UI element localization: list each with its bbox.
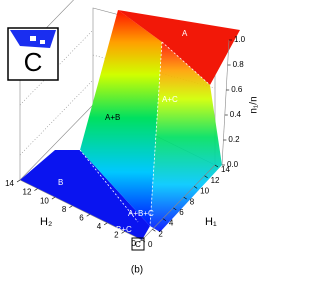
slope-right: [150, 42, 222, 232]
y-tick: [69, 205, 73, 208]
y-tick-label: 6: [79, 213, 84, 222]
y-tick: [34, 188, 38, 191]
region-label: A: [182, 29, 188, 38]
y-tick-label: 10: [40, 196, 49, 205]
x-tick: [214, 164, 219, 168]
x-tick: [204, 175, 208, 178]
region-label: C: [135, 240, 141, 249]
x-tick-label: 10: [200, 187, 209, 196]
z-axis-label: n₁/n: [249, 96, 260, 113]
y-tick-label: 2: [114, 231, 119, 240]
x-tick: [193, 186, 198, 189]
z-tick-label: 1.0: [234, 35, 246, 44]
y-axis-label: H₂: [40, 216, 52, 228]
x-tick: [162, 218, 167, 221]
ridge: [149, 41, 163, 227]
y-tick-label: 12: [23, 188, 32, 197]
inset-label: C: [24, 47, 43, 77]
x-tick-label: 6: [179, 208, 184, 217]
z-tick-label: 0.8: [233, 60, 245, 69]
chart: A A+C A+B B A+B+C B+C C C H₂ H₁ n₁/n (b)…: [5, 0, 260, 276]
x-tick: [183, 196, 187, 200]
y-tick: [103, 222, 108, 226]
ridge: [161, 41, 211, 86]
surface: [20, 10, 240, 240]
x-axis-label: H₁: [205, 216, 217, 228]
x-tick-label: 2: [158, 229, 163, 238]
z-tick-label: 0.2: [228, 135, 240, 144]
caption: (b): [131, 265, 143, 276]
floor: [20, 150, 150, 240]
y-tick: [138, 239, 143, 243]
y-tick-label: 8: [62, 205, 67, 214]
z-tick-label: 0.0: [227, 160, 239, 169]
axes: [19, 39, 230, 241]
region-label: A+C: [162, 95, 178, 104]
c-box: [131, 237, 145, 251]
x-tick-label: 4: [169, 219, 174, 228]
z-tick-label: 0.4: [230, 110, 242, 119]
slope: [80, 10, 162, 226]
x-tick-label: 12: [211, 176, 220, 185]
y-tick: [121, 231, 125, 234]
x-tick: [141, 239, 146, 243]
ridge: [79, 149, 139, 223]
y-tick-label: 0: [132, 239, 137, 248]
x-tick-label: 0: [148, 240, 153, 249]
inset: C: [7, 27, 59, 81]
x-tick-label: 8: [190, 197, 195, 206]
z-tick-label: 0.6: [231, 85, 243, 94]
region-label: A+B+C: [128, 209, 154, 218]
x-tick: [152, 229, 156, 232]
y-tick-label: 14: [5, 179, 14, 188]
x-tick: [173, 207, 177, 211]
region-label: B: [58, 178, 63, 187]
plateau: [118, 10, 240, 85]
y-tick-label: 4: [97, 222, 102, 231]
region-label: B+C: [116, 225, 132, 234]
y-tick: [86, 214, 90, 217]
region-label: A+B: [105, 113, 120, 122]
y-tick: [51, 196, 56, 200]
x-tick-label: 14: [221, 165, 230, 174]
y-tick: [16, 179, 21, 183]
